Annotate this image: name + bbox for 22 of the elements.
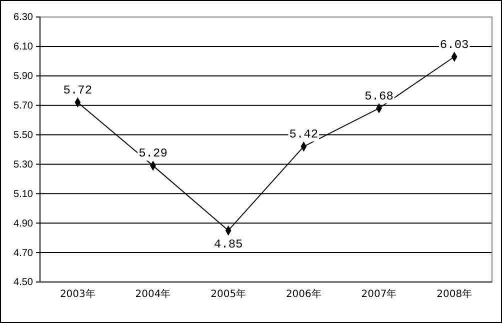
- x-tick-label: 2006年: [286, 288, 322, 300]
- data-label: 5.42: [289, 128, 318, 142]
- x-tick-label: 2004年: [135, 288, 171, 300]
- data-label: 4.85: [214, 237, 243, 252]
- y-tick-label: 4.90: [14, 218, 34, 230]
- y-tick-label: 4.70: [14, 248, 34, 259]
- y-tick-label: 6.30: [14, 12, 34, 24]
- x-tick-label: 2003年: [60, 288, 96, 300]
- x-tick-label: 2007年: [361, 288, 397, 300]
- y-tick-label: 6.10: [14, 42, 34, 53]
- y-tick-label: 5.90: [14, 71, 34, 82]
- data-label: 5.72: [63, 83, 92, 98]
- data-label: 6.03: [440, 38, 469, 52]
- data-label: 5.29: [138, 146, 168, 161]
- y-tick-label: 5.70: [14, 100, 34, 112]
- x-tick-label: 2008年: [436, 288, 472, 300]
- y-tick-label: 5.30: [14, 159, 34, 170]
- x-tick-label: 2005年: [210, 288, 246, 300]
- y-tick-label: 5.50: [14, 130, 34, 141]
- y-tick-label: 4.50: [14, 277, 34, 288]
- y-tick-label: 5.10: [14, 188, 34, 200]
- data-label: 5.68: [364, 89, 394, 104]
